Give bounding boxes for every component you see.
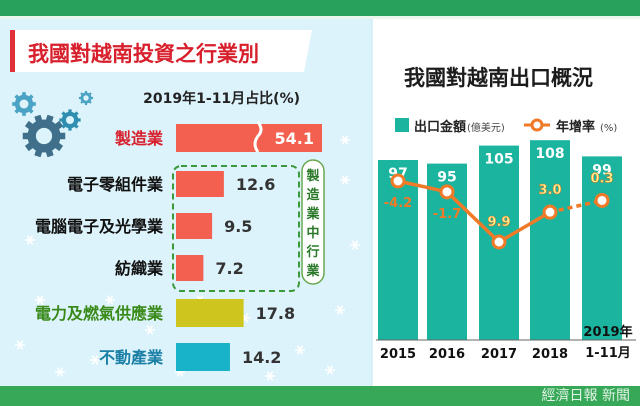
- growth-value-label: -4.2: [384, 196, 412, 211]
- growth-marker: [390, 173, 406, 189]
- gear-shape: [22, 114, 66, 158]
- growth-line-segment: [445, 190, 501, 244]
- export-value-label: 108: [535, 146, 564, 162]
- growth-line-segment: [498, 210, 551, 244]
- export-value-label: 99: [592, 162, 611, 178]
- bracket-label-char: 中: [306, 225, 319, 241]
- bracket-label-char: 造: [306, 187, 320, 203]
- growth-value-label: 3.0: [538, 183, 561, 198]
- legend-export-swatch: [395, 118, 409, 132]
- value-label: 12.6: [236, 175, 275, 194]
- header-strip: [0, 0, 640, 16]
- category-label: 不動產業: [99, 348, 164, 367]
- investment-bar: [176, 255, 204, 281]
- bracket-label-char: 製: [305, 168, 319, 184]
- gear-shape: [78, 90, 94, 106]
- value-label: 9.5: [224, 217, 252, 236]
- investment-bar: [176, 171, 224, 197]
- footer-strip: [0, 386, 640, 406]
- growth-value-label: 9.9: [487, 215, 510, 230]
- export-value-label: 95: [437, 170, 456, 186]
- category-label: 電腦電子及光學業: [35, 217, 164, 236]
- left-subtitle: 2019年1-11月占比(%): [143, 90, 300, 107]
- category-label: 電子零組件業: [67, 175, 164, 194]
- snowflake-icon: [55, 367, 65, 377]
- x-tick-label: 2018: [532, 347, 568, 362]
- x-tick-label: 1-11月: [585, 346, 631, 361]
- investment-bar: [176, 343, 230, 371]
- header-strip-shine: [0, 16, 640, 19]
- growth-line-segment: [397, 179, 448, 194]
- export-value-label: 105: [484, 152, 513, 168]
- legend-growth-label: 年增率: [556, 119, 595, 135]
- category-label: 紡織業: [115, 259, 164, 278]
- investment-bar: [176, 299, 244, 327]
- snowflake-icon: [25, 235, 35, 245]
- snowflake-icon: [35, 295, 45, 305]
- investment-bar: [176, 124, 322, 152]
- value-label: 17.8: [256, 304, 295, 323]
- growth-value-label: -1.7: [433, 207, 461, 222]
- snowflake-icon: [350, 240, 360, 250]
- legend-export-unit: (億美元): [467, 121, 505, 134]
- growth-line-chart: -4.2 -1.7 9.9 3.0 0.3: [384, 171, 614, 250]
- snowflake-icon: [265, 371, 275, 381]
- bracket-label-pill: [301, 159, 325, 285]
- snowflake-icon: [145, 325, 155, 335]
- growth-marker: [439, 184, 455, 200]
- gear-icon: [12, 90, 94, 158]
- snowflake-icon: [295, 345, 305, 355]
- x-tick-label: 2017: [481, 347, 517, 362]
- value-label: 7.2: [215, 259, 243, 278]
- x-tick-label: 2016: [429, 347, 465, 362]
- snowflake-icon: [340, 135, 350, 145]
- watermark: 經濟日報 新聞: [542, 388, 630, 404]
- export-bar: [530, 140, 570, 340]
- legend-export-label: 出口金額: [414, 119, 466, 135]
- left-title: 我國對越南投資之行業別: [28, 42, 259, 66]
- right-title: 我國對越南出口概況: [404, 66, 593, 90]
- category-label: 電力及燃氣供應業: [35, 304, 164, 323]
- left-title-box: [10, 30, 312, 72]
- snowflake-icon: [340, 175, 350, 185]
- bracket-label-char: 業: [305, 263, 320, 279]
- x-axis-labels: 2015 2016 2017 2018 2019年 1-11月: [380, 324, 633, 362]
- value-label: 54.1: [275, 129, 314, 148]
- bracket-label-char: 業: [305, 206, 320, 222]
- value-label: 14.2: [242, 348, 281, 367]
- subindustry-bracket: [172, 165, 300, 292]
- legend-growth-marker: [530, 118, 544, 132]
- legend-growth-unit: (%): [600, 123, 617, 134]
- growth-marker: [491, 234, 507, 250]
- export-bar-chart: 979510510899: [376, 140, 636, 341]
- export-bar: [378, 160, 418, 340]
- snowflake-icon: [335, 305, 345, 315]
- growth-marker: [542, 204, 558, 220]
- snowflake-icon: [105, 295, 115, 305]
- investment-bar: [176, 213, 213, 239]
- export-bar: [582, 156, 622, 340]
- x-tick-label: 2019年: [583, 324, 632, 340]
- growth-value-label: 0.3: [590, 171, 613, 186]
- gear-shape: [59, 109, 81, 131]
- snowflake-icon: [15, 340, 25, 350]
- snowflake-icon: [90, 355, 100, 365]
- growth-marker: [594, 192, 610, 208]
- gear-shape: [12, 92, 36, 116]
- category-label: 製造業: [114, 129, 164, 148]
- x-tick-label: 2015: [380, 347, 416, 362]
- snowflake-icon: [325, 365, 335, 375]
- bracket-label-char: 行: [305, 244, 319, 260]
- left-title-accent: [10, 30, 15, 72]
- axis-break: [253, 121, 263, 153]
